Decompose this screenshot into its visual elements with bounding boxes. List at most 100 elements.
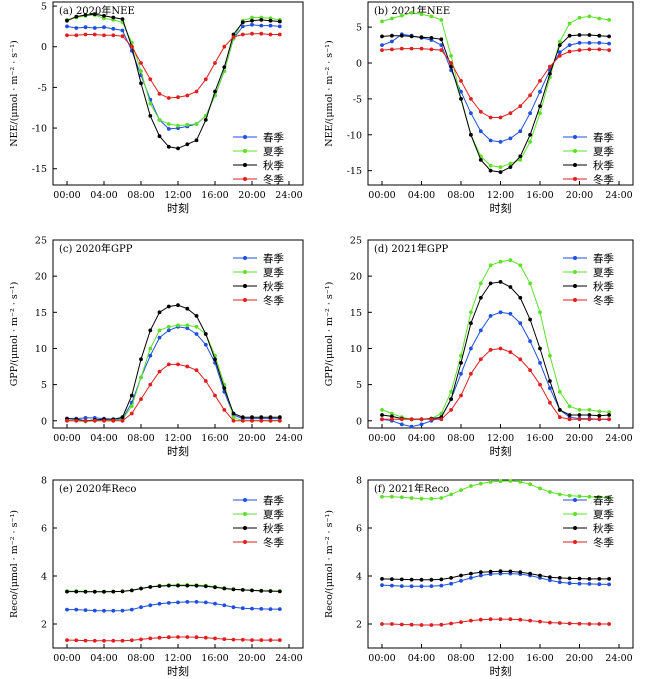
data-point — [194, 368, 199, 373]
data-point — [222, 386, 227, 391]
data-point — [250, 22, 254, 27]
legend-swatch-marker — [573, 512, 577, 516]
data-point — [194, 314, 199, 318]
data-point — [390, 16, 394, 21]
panel-1: 5 0 -5 -10 -15 00:00 04:00 08:00 12:00 16:00 20:00… — [9, 1, 304, 215]
data-point — [528, 618, 532, 623]
data-point — [439, 622, 444, 627]
data-point — [390, 47, 394, 52]
series-3 — [65, 583, 282, 594]
data-point — [597, 47, 602, 52]
data-point — [488, 138, 493, 143]
data-point — [259, 638, 264, 642]
data-point — [277, 589, 282, 594]
data-point — [166, 126, 171, 131]
x-tick-label: 08:00 — [127, 653, 154, 664]
data-point — [157, 92, 162, 96]
data-point — [268, 415, 273, 420]
data-point — [548, 400, 552, 405]
legend-swatch-marker — [243, 498, 247, 502]
data-point — [478, 158, 483, 162]
data-point — [557, 50, 562, 55]
data-point — [597, 413, 602, 418]
data-point — [409, 46, 414, 51]
data-point — [102, 589, 106, 594]
data-point — [508, 165, 513, 170]
data-point — [194, 583, 199, 588]
data-point — [587, 47, 592, 52]
y-tick-label: 5 — [41, 380, 47, 391]
data-point — [498, 140, 503, 144]
legend-label: 冬季 — [593, 294, 614, 307]
data-point — [419, 584, 424, 589]
data-point — [259, 418, 264, 423]
panel-4: 0 5 10 15 20 25 00:00 04:00 08:00 12:00 16:00 20:00… — [324, 236, 634, 458]
data-point — [129, 393, 134, 398]
y-axis-label: Reco/(μmol · m⁻² · s⁻¹) — [324, 510, 335, 618]
data-point — [429, 623, 434, 627]
data-point — [92, 589, 97, 594]
data-point — [607, 495, 611, 500]
y-tick-label: 8 — [356, 476, 362, 487]
data-point — [194, 635, 199, 640]
data-point — [240, 588, 245, 592]
y-tick-label: 6 — [41, 524, 47, 535]
legend-swatch-marker — [573, 135, 577, 139]
y-tick-label: 15 — [350, 308, 362, 319]
x-axis-label: 时刻 — [167, 201, 189, 215]
data-point — [498, 165, 503, 170]
legend-swatch-marker — [573, 526, 577, 530]
y-tick-label: 5 — [356, 380, 362, 391]
data-point — [203, 635, 208, 640]
data-point — [139, 605, 143, 610]
data-point — [74, 14, 79, 19]
data-point — [548, 578, 552, 583]
data-point — [478, 129, 483, 134]
x-tick-label: 08:00 — [447, 190, 474, 201]
series-line — [67, 363, 280, 422]
data-point — [488, 163, 493, 168]
data-point — [419, 422, 424, 427]
data-point — [478, 481, 483, 486]
data-point — [250, 31, 254, 36]
legend-label: 冬季 — [593, 173, 614, 186]
data-point — [65, 607, 69, 612]
x-tick-label: 04:00 — [408, 653, 435, 664]
data-point — [129, 404, 134, 409]
y-tick-label: 0 — [356, 416, 362, 427]
data-point — [488, 115, 493, 120]
data-point — [240, 32, 245, 37]
data-point — [259, 589, 264, 593]
data-point — [478, 573, 483, 578]
data-point — [528, 93, 532, 98]
data-point — [231, 35, 236, 39]
data-point — [449, 581, 453, 586]
data-point — [518, 158, 523, 162]
data-point — [399, 417, 404, 422]
y-tick-label: 0 — [41, 42, 47, 53]
data-point — [587, 14, 592, 19]
y-tick-label: 0 — [41, 416, 47, 427]
x-tick-label: 00:00 — [53, 433, 80, 444]
data-point — [449, 61, 453, 65]
y-tick-label: -15 — [347, 166, 362, 177]
legend-label: 春季 — [593, 495, 614, 507]
data-point — [148, 77, 153, 82]
data-point — [439, 583, 444, 588]
data-point — [399, 495, 404, 500]
data-point — [459, 97, 463, 101]
data-point — [459, 488, 463, 492]
data-point — [538, 619, 542, 624]
data-point — [92, 608, 97, 613]
x-tick-label: 00:00 — [53, 653, 80, 664]
data-point — [213, 393, 217, 398]
data-point — [587, 33, 592, 37]
data-point — [399, 46, 404, 51]
y-tick-label: -10 — [347, 130, 362, 141]
data-point — [577, 581, 582, 586]
data-point — [166, 304, 171, 309]
data-point — [469, 371, 473, 376]
series-4 — [380, 617, 611, 627]
legend-swatch-marker — [243, 526, 247, 530]
data-point — [597, 41, 602, 45]
